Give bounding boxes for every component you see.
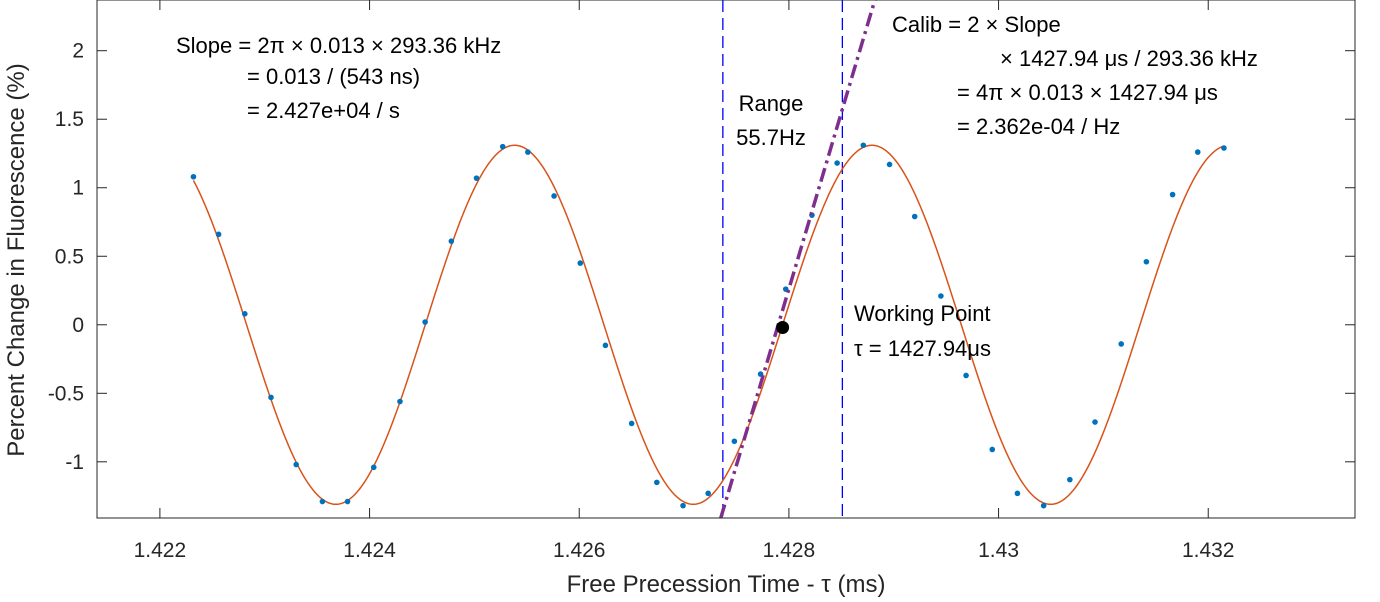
- data-point: [654, 479, 660, 486]
- x-tick-label: 1.426: [553, 539, 606, 562]
- y-tick-label: 2: [72, 40, 84, 63]
- data-point: [293, 461, 299, 468]
- working-point-annotation-line-1: Working Point: [854, 301, 991, 326]
- data-point: [1014, 490, 1021, 497]
- data-point: [473, 175, 480, 181]
- data-point: [499, 143, 506, 150]
- data-point: [422, 319, 428, 325]
- data-point: [989, 446, 996, 453]
- data-point: [190, 173, 197, 180]
- data-point: [1221, 145, 1227, 151]
- data-point: [448, 238, 455, 244]
- calib-annotation-line-2: × 1427.94 μs / 293.36 kHz: [1000, 46, 1258, 71]
- data-point: [268, 394, 274, 401]
- calib-annotation-line-3: = 4π × 0.013 × 1427.94 μs: [957, 80, 1218, 105]
- slope-annotation-line-3: = 2.427e+04 / s: [247, 98, 400, 123]
- slope-annotation: Slope = 2π × 0.013 × 293.36 kHz = 0.013 …: [176, 33, 501, 123]
- data-point: [938, 293, 944, 299]
- data-point: [215, 231, 222, 238]
- data-point: [860, 142, 867, 149]
- data-point: [1040, 502, 1047, 509]
- data-point: [397, 398, 403, 405]
- data-point: [705, 490, 711, 497]
- data-point: [1143, 258, 1150, 265]
- x-tick-label: 1.422: [134, 539, 187, 562]
- y-tick-label: 1: [72, 177, 84, 200]
- slope-annotation-line-2: = 0.013 / (543 ns): [247, 64, 420, 89]
- data-point: [319, 498, 326, 505]
- y-tick-label: 1.5: [55, 108, 84, 131]
- data-point: [577, 260, 584, 266]
- calib-annotation-line-4: = 2.362e-04 / Hz: [957, 114, 1120, 139]
- data-point: [1118, 341, 1125, 347]
- calib-annotation-line-1: Calib = 2 × Slope: [892, 12, 1061, 37]
- data-point: [344, 498, 351, 505]
- y-tick-label: -1: [65, 451, 84, 474]
- data-point: [370, 464, 377, 471]
- slope-annotation-line-1: Slope = 2π × 0.013 × 293.36 kHz: [176, 33, 501, 58]
- range-annotation-line-1: Range: [739, 91, 804, 116]
- data-point: [242, 311, 248, 317]
- y-tick-label: -0.5: [48, 382, 84, 405]
- data-points: [190, 142, 1227, 509]
- y-axis-ticks: -1 -0.5 0 0.5 1 1.5 2: [48, 40, 1355, 474]
- data-point: [525, 149, 531, 155]
- working-point-marker: [776, 321, 790, 335]
- x-tick-label: 1.432: [1182, 539, 1235, 562]
- slope-tangent-line: [719, 0, 877, 518]
- x-tick-label: 1.428: [763, 539, 816, 562]
- data-point: [1067, 476, 1073, 483]
- y-tick-label: 0.5: [55, 245, 84, 268]
- fit-curve-series: [192, 144, 1225, 506]
- range-annotation: Range 55.7Hz: [736, 91, 806, 150]
- data-point: [1092, 419, 1098, 425]
- data-point: [602, 342, 609, 349]
- x-tick-label: 1.424: [343, 539, 396, 562]
- data-point: [628, 420, 635, 427]
- data-point: [834, 160, 840, 166]
- data-point: [731, 438, 738, 445]
- x-axis-ticks: 1.422 1.424 1.426 1.428 1.43 1.432: [134, 0, 1235, 562]
- x-axis-label: Free Precession Time - τ (ms): [567, 571, 886, 598]
- axes-box: [96, 0, 1356, 519]
- data-point: [551, 193, 557, 199]
- y-axis-label: Percent Change in Fluorescence (%): [3, 63, 30, 457]
- data-point: [963, 372, 969, 379]
- x-tick-label: 1.43: [978, 539, 1019, 562]
- data-point: [680, 502, 686, 509]
- data-point: [1169, 191, 1176, 198]
- working-point-annotation-line-2: τ = 1427.94μs: [854, 336, 991, 361]
- data-point: [1194, 149, 1201, 155]
- range-lines: [722, 0, 844, 518]
- working-point-annotation: Working Point τ = 1427.94μs: [854, 301, 991, 361]
- calib-annotation: Calib = 2 × Slope × 1427.94 μs / 293.36 …: [892, 12, 1258, 139]
- data-point: [911, 213, 918, 220]
- plot-area: [190, 0, 1227, 518]
- data-point: [886, 161, 893, 168]
- range-annotation-line-2: 55.7Hz: [736, 125, 806, 150]
- y-tick-label: 0: [72, 314, 84, 337]
